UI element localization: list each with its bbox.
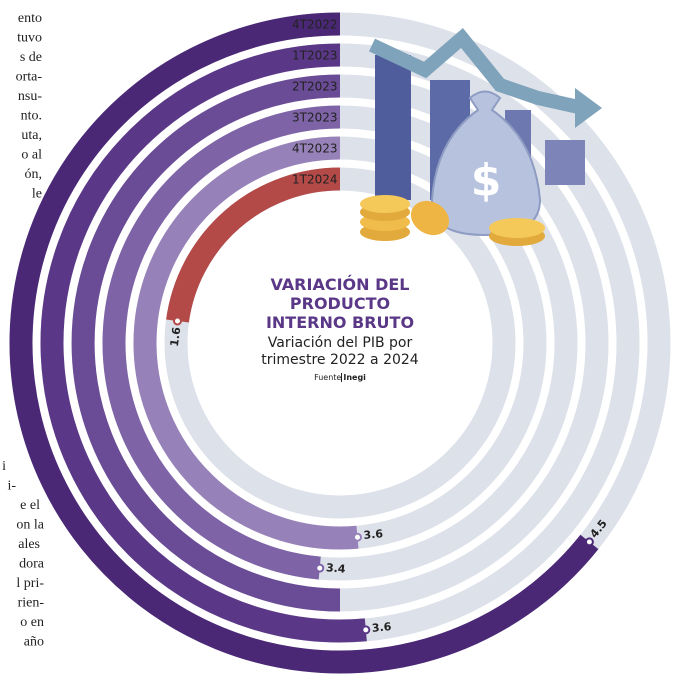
article-line: dora [19,557,45,572]
article-line: l pri- [16,576,44,591]
article-line: le [32,187,42,202]
value-label: 3.6 [363,527,384,542]
article-line: tuvo [17,31,42,46]
article-line: orta- [16,70,43,85]
end-dot [316,565,323,572]
source-label: Fuente [314,373,341,382]
article-line: e el [20,498,40,513]
source-name: Inegi [341,373,366,382]
article-line: rien- [18,596,45,611]
article-line: ón, [25,167,43,182]
article-line: o al [21,148,42,163]
category-label: 3T2023 [292,111,338,125]
category-label: 2T2023 [292,80,338,94]
svg-text:$: $ [471,155,502,206]
article-line: i [2,459,6,474]
end-dot [362,626,369,633]
end-dot [174,317,181,324]
end-dot [354,534,361,541]
value-label: 3.6 [371,620,392,635]
article-line: o en [20,615,44,630]
category-label: 4T2023 [292,142,338,156]
page: ento tuvo s de orta-nsu-nto. uta, o al ón, le ii… [0,0,676,677]
category-label: 1T2024 [292,173,338,187]
category-label: 1T2023 [292,49,338,63]
center-text: VARIACIÓN DEL PRODUCTO INTERNO BRUTO Var… [250,275,430,382]
value-label: 1.6 [168,326,184,347]
article-line: uta, [21,128,42,143]
article-line: on la [16,518,44,533]
article-line: i- [7,479,16,494]
value-label: 3.4 [325,561,346,576]
chart-subtitle: Variación del PIB por trimestre 2022 a 2… [250,335,430,369]
chart-title: VARIACIÓN DEL PRODUCTO INTERNO BRUTO [250,275,430,332]
article-line: ales [18,537,40,552]
article-line: año [24,635,44,650]
end-dot [586,538,593,545]
article-line: nto. [21,109,42,124]
category-label: 4T2022 [292,18,338,32]
article-line: nsu- [18,89,42,104]
article-line: s de [20,50,42,65]
article-line: ento [18,11,42,26]
